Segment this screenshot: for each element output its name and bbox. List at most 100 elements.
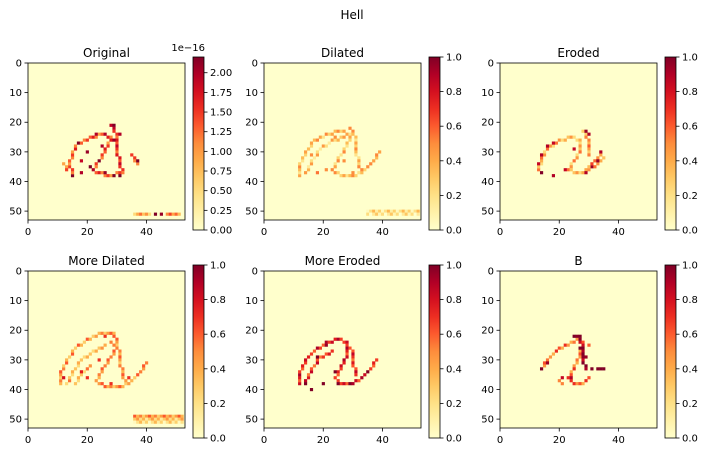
heatmap-cell [121,171,125,175]
heatmap-cell [174,420,178,424]
heatmap-cell [174,212,178,216]
colorbar-tick-label: 0.6 [210,330,226,341]
heatmap-cell [333,162,337,166]
heatmap-cell [342,159,346,163]
y-tick-label: 20 [9,326,22,337]
heatmap-cell [118,364,122,368]
heatmap-cell [339,382,343,386]
heatmap-cell [389,209,394,213]
heatmap-cell [351,349,355,353]
heatmap-cell [569,370,573,374]
colorbar-tick-label: 0.0 [446,226,462,237]
heatmap-cell [118,385,122,389]
heatmap-cell [301,159,305,163]
heatmap-cell [112,334,116,338]
heatmap-cell [67,165,72,169]
heatmap-cell [180,420,184,424]
heatmap-cell [342,129,346,133]
heatmap-cell [369,367,373,371]
heatmap-cell [342,147,346,151]
heatmap-cells [537,129,606,178]
heatmap-cell [97,376,101,380]
heatmap-background [28,271,185,428]
heatmap-cell [112,174,116,178]
heatmap-cell [118,174,122,178]
heatmap-cell [306,376,311,380]
heatmap-cell [395,209,399,213]
heatmap-cell [85,376,89,380]
heatmap-cell [366,209,370,213]
heatmap-cell [112,352,116,356]
heatmap-cell [354,379,358,383]
colorbar [428,264,441,439]
colorbar-tick-label: 0.2 [446,399,462,410]
heatmap-cell [109,382,113,386]
heatmap-cell [309,388,314,392]
axes-frame [499,62,658,221]
heatmap-cell [324,343,328,347]
panel-title: Eroded [557,46,599,60]
heatmap-cell [407,209,411,213]
heatmap-cell [345,132,349,136]
heatmap-cell [315,361,320,365]
colorbar [664,264,677,439]
heatmap-cell [65,358,69,362]
heatmap-cell [309,162,314,166]
heatmap-cell [100,331,104,335]
heatmap-cell [354,174,358,178]
heatmap-cell [156,420,161,424]
colorbar-tick-label: 0.2 [446,191,462,202]
heatmap-cell [333,135,337,139]
heatmap-cell [79,141,84,145]
heatmap-cell [79,373,84,377]
heatmap-cell [100,171,104,175]
heatmap-cell [357,162,361,166]
heatmap-cell [168,420,172,424]
heatmap-cell [103,364,107,368]
heatmap-cell [112,385,116,389]
heatmap-cell [82,340,86,344]
heatmap-cell [85,337,89,341]
heatmap-cell [569,340,573,344]
heatmap-cell [121,367,125,371]
heatmap-cell [100,370,104,374]
heatmap-cell [557,346,561,350]
heatmap-cell [180,414,184,418]
heatmap-cell [551,141,556,145]
heatmap-cell [136,373,140,377]
heatmap-cell [551,174,556,178]
heatmap-cell [76,361,81,365]
panel-4: More Dilated 0 20 40 0 10 20 30 40 50 0.0 0.2 0.4 0.6… [9,254,226,446]
y-tick-label: 30 [245,355,258,366]
heatmap-cell [118,349,122,353]
colorbar-tick-label: 0.8 [682,295,698,306]
heatmap-cell [560,346,564,350]
heatmap-cell [156,417,161,421]
colorbar-tick-label: 0.4 [682,364,698,375]
heatmap-cell [575,138,579,142]
heatmap-cell [372,209,376,213]
heatmap-cell [70,150,75,154]
heatmap-cell [351,364,355,368]
heatmap-cell [306,165,311,169]
heatmap-cell [599,159,603,163]
heatmap-cell [584,364,588,368]
heatmap-cell [545,361,550,365]
heatmap-cell [351,358,355,362]
heatmap-cell [112,331,116,335]
heatmap-cell [596,367,600,371]
heatmap-cell [548,355,553,359]
heatmap-cell [62,162,66,166]
y-tick-label: 50 [9,415,22,426]
colorbar-tick-label: 0.8 [210,295,226,306]
y-tick-label: 50 [245,207,258,218]
heatmap-cell [336,138,340,142]
heatmap-cell [162,417,166,421]
heatmap-cell [103,334,107,338]
heatmap-cell [115,346,119,350]
heatmap-cell [298,171,302,175]
heatmap-cell [112,123,116,127]
heatmap-cell [142,417,146,421]
heatmap-cell [581,129,585,133]
heatmap-cell [303,150,308,154]
